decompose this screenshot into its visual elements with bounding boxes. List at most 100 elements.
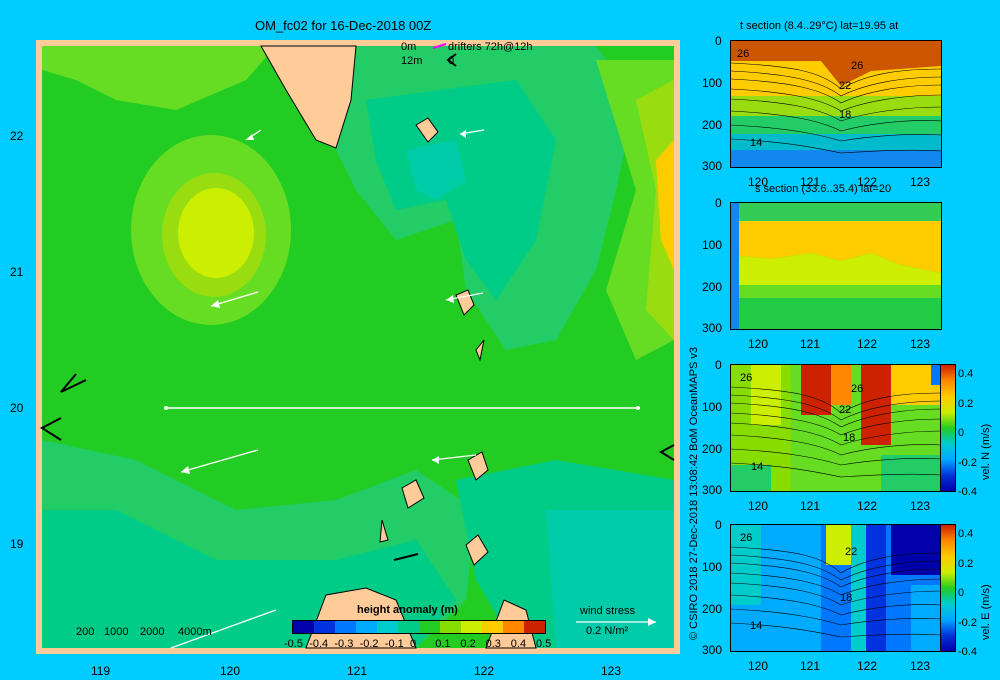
colorbar-tick-label: -0.2 (359, 638, 379, 650)
land-island (465, 534, 489, 566)
contour-label: 22 (839, 80, 852, 92)
land-island (415, 117, 439, 143)
t-layer (731, 116, 941, 134)
contour-label: 26 (740, 372, 753, 384)
x-tick: 120 (220, 664, 241, 678)
p4-y-tick: 100 (702, 560, 723, 574)
p3-y-tick: 0 (715, 358, 722, 372)
height-colorbar (292, 620, 546, 634)
contour-label: 14 (750, 137, 763, 149)
p3-y-tick: 200 (702, 442, 723, 456)
cbar-tick: 0.4 (958, 528, 974, 540)
vel-field (861, 365, 891, 445)
anomaly-low (546, 510, 674, 648)
contour-label: 18 (839, 109, 852, 121)
x-tick: 123 (601, 664, 622, 678)
cbar-tick: 0 (958, 587, 965, 599)
section-endpoint (636, 406, 640, 410)
s-section-panel[interactable] (730, 202, 942, 330)
colorbar-tick-label: -0.4 (309, 638, 329, 650)
vel-field (751, 365, 781, 425)
x-tick: 121 (347, 664, 368, 678)
t-layer (731, 150, 941, 167)
anomaly-low (366, 80, 556, 300)
wind-barbs (40, 53, 675, 561)
p1-y-tick: 100 (702, 76, 723, 90)
vel-field (881, 455, 941, 491)
contour-label: 18 (843, 432, 856, 444)
contour-label: 14 (750, 620, 763, 632)
contour-label: 22 (839, 404, 852, 416)
vel-e-panel[interactable] (730, 524, 942, 652)
p2-x-tick: 121 (800, 337, 821, 351)
t-section-panel[interactable] (730, 40, 942, 168)
p2-y-tick: 0 (715, 196, 722, 210)
cbar-tick: -0.4 (958, 486, 977, 498)
credit-text: © CSIRO 2018 27-Dec-2018 13:08:42 BoM Oc… (688, 346, 700, 640)
wind-stress-value: 0.2 N/m² (586, 625, 629, 637)
cbar-tick: -0.2 (958, 457, 977, 469)
p3-y-tick: 300 (702, 483, 723, 497)
colorbar-swatch (314, 621, 335, 633)
panel-2-title: s section (33.6..35.4) lat=20 (755, 183, 892, 195)
anomaly-region (636, 80, 674, 340)
contour-label: 26 (737, 48, 750, 60)
drifter-legend-value: 0 (448, 55, 455, 67)
p2-x-tick: 122 (857, 337, 878, 351)
vel-field (931, 365, 941, 385)
drifter-track (432, 43, 447, 49)
p4-x-tick: 123 (910, 659, 931, 673)
vel-n-panel[interactable] (730, 364, 942, 492)
current-vectors (170, 129, 656, 649)
main-map[interactable] (36, 40, 680, 654)
p3-x-tick: 121 (800, 499, 821, 513)
s-layer (731, 253, 941, 285)
s-layer (731, 203, 941, 221)
land-taiwan (260, 45, 357, 149)
anomaly-high (656, 140, 674, 270)
panel-1-title: t section (8.4..29°C) lat=19.95 at (740, 20, 899, 32)
vel-field (911, 585, 941, 651)
land-island (467, 451, 489, 481)
drifter-depth-0: 0m (401, 41, 417, 53)
p4-y-tick: 300 (702, 643, 723, 657)
colorbar-tick-label: 0.2 (460, 638, 476, 650)
colorbar-tick-label: 0.1 (435, 638, 451, 650)
colorbar-swatch (482, 621, 503, 633)
p3-x-tick: 123 (910, 499, 931, 513)
t-contours (730, 62, 942, 154)
p1-x-tick: 121 (800, 175, 821, 189)
vel-n-label: vel. N (m/s) (980, 423, 992, 480)
map-title: OM_fc02 for 16-Dec-2018 00Z (255, 18, 432, 33)
p1-y-tick: 300 (702, 159, 723, 173)
land-island (475, 339, 485, 362)
s-layer (731, 203, 739, 329)
p4-x-tick: 120 (748, 659, 769, 673)
vel-e-colorbar (940, 524, 956, 652)
p3-y-tick: 100 (702, 400, 723, 414)
colorbar-tick-label: 0.5 (536, 638, 552, 650)
p4-y-tick: 200 (702, 602, 723, 616)
contour-label: 26 (851, 383, 864, 395)
colorbar-swatch (377, 621, 398, 633)
cbar-tick: -0.4 (958, 646, 977, 658)
p3-x-tick: 122 (857, 499, 878, 513)
anomaly-region (42, 100, 146, 220)
cbar-tick: 0.4 (958, 368, 974, 380)
colorbar-swatch (524, 621, 545, 633)
colorbar-swatch (356, 621, 377, 633)
vel-contours (730, 546, 942, 638)
y-tick: 22 (10, 129, 24, 143)
p1-y-tick: 200 (702, 118, 723, 132)
t-layer (731, 41, 941, 86)
y-tick: 20 (10, 401, 24, 415)
depth-legend: 1000 (104, 626, 129, 638)
section-endpoint (164, 406, 168, 410)
t-layer (731, 96, 941, 116)
x-tick: 122 (474, 664, 495, 678)
vel-n-colorbar (940, 364, 956, 492)
p2-y-tick: 200 (702, 280, 723, 294)
p4-y-tick: 0 (715, 518, 722, 532)
anomaly-high (178, 188, 254, 278)
vector-heads (181, 130, 656, 626)
